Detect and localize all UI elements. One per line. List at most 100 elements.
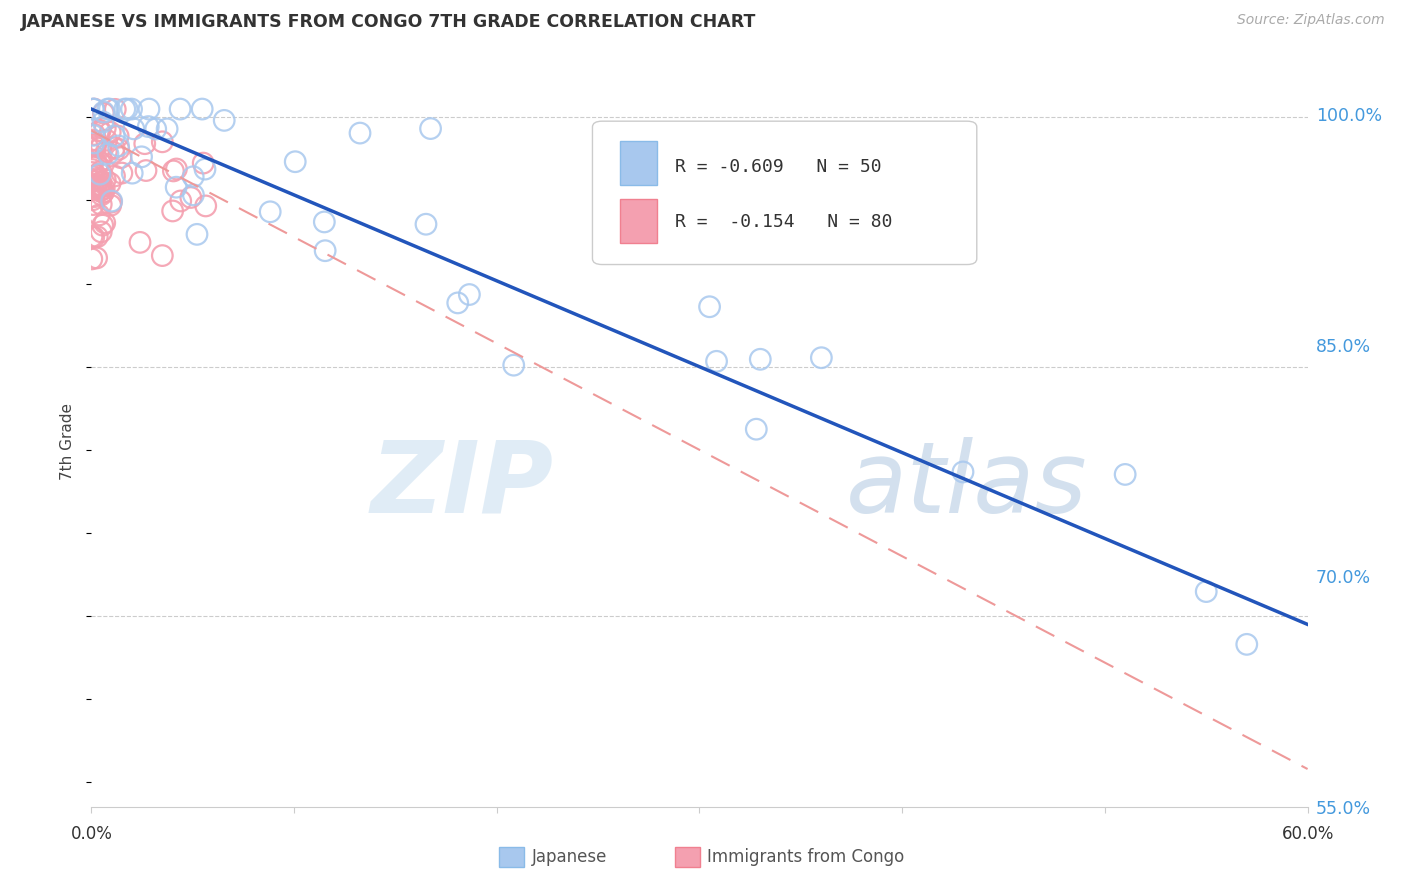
- Point: [121, 166, 143, 180]
- Point: [90, 175, 112, 189]
- Point: [83, 230, 105, 244]
- Point: [314, 215, 336, 229]
- Point: [91, 186, 114, 200]
- Point: [84, 182, 107, 196]
- Point: [82, 157, 104, 171]
- Text: 60.0%: 60.0%: [1281, 825, 1334, 843]
- Point: [183, 187, 205, 202]
- Point: [82, 165, 104, 179]
- Point: [98, 102, 121, 116]
- Point: [1114, 467, 1136, 482]
- Point: [84, 180, 107, 194]
- Point: [193, 156, 215, 170]
- Point: [82, 137, 104, 152]
- Point: [91, 218, 114, 232]
- Text: ZIP: ZIP: [371, 437, 554, 534]
- Point: [131, 150, 153, 164]
- Point: [194, 162, 217, 177]
- Point: [89, 208, 111, 222]
- Point: [165, 180, 187, 194]
- Point: [89, 184, 111, 198]
- Point: [89, 172, 111, 186]
- Point: [90, 179, 112, 194]
- Point: [1236, 637, 1258, 651]
- Point: [135, 163, 157, 178]
- Point: [502, 358, 524, 372]
- Point: [80, 174, 103, 188]
- Point: [83, 128, 105, 142]
- Point: [259, 204, 281, 219]
- Point: [90, 164, 112, 178]
- Point: [107, 139, 129, 153]
- Point: [810, 351, 832, 365]
- Point: [90, 187, 112, 202]
- Point: [94, 172, 117, 186]
- Point: [121, 102, 143, 116]
- Point: [110, 151, 132, 165]
- Point: [90, 183, 112, 197]
- Point: [82, 178, 104, 193]
- Point: [82, 153, 104, 168]
- Point: [706, 354, 728, 368]
- Point: [83, 136, 105, 150]
- Point: [96, 145, 118, 159]
- Point: [100, 195, 122, 210]
- Point: [122, 121, 145, 136]
- Text: 0.0%: 0.0%: [70, 825, 112, 843]
- Point: [108, 142, 131, 156]
- FancyBboxPatch shape: [592, 121, 977, 265]
- Point: [169, 102, 191, 116]
- Point: [90, 141, 112, 155]
- Point: [97, 102, 120, 116]
- Point: [86, 229, 108, 244]
- Point: [212, 113, 235, 128]
- Point: [314, 244, 336, 258]
- Point: [82, 102, 104, 116]
- Point: [115, 102, 138, 116]
- Point: [103, 128, 125, 143]
- Point: [103, 145, 125, 160]
- Point: [94, 121, 117, 136]
- Point: [749, 352, 772, 367]
- Text: atlas: atlas: [845, 437, 1087, 534]
- Point: [82, 102, 104, 116]
- Point: [104, 103, 127, 117]
- Point: [89, 167, 111, 181]
- Point: [82, 182, 104, 196]
- Point: [107, 129, 129, 144]
- Point: [80, 229, 103, 244]
- Point: [89, 124, 111, 138]
- Point: [186, 227, 208, 242]
- Point: [83, 102, 105, 116]
- Point: [284, 154, 307, 169]
- Point: [97, 146, 120, 161]
- Text: Immigrants from Congo: Immigrants from Congo: [707, 848, 904, 866]
- Point: [91, 115, 114, 129]
- Text: Source: ZipAtlas.com: Source: ZipAtlas.com: [1237, 13, 1385, 28]
- Point: [111, 166, 134, 180]
- Point: [96, 133, 118, 147]
- Text: R = -0.609   N = 50: R = -0.609 N = 50: [675, 158, 882, 176]
- Text: R =  -0.154   N = 80: R = -0.154 N = 80: [675, 213, 893, 231]
- Point: [89, 178, 111, 192]
- Point: [191, 102, 214, 116]
- Point: [150, 135, 173, 149]
- Point: [82, 193, 104, 207]
- Point: [87, 172, 110, 186]
- Point: [170, 194, 193, 208]
- Point: [150, 249, 173, 263]
- Point: [136, 120, 159, 134]
- Point: [93, 216, 115, 230]
- Point: [90, 225, 112, 239]
- Point: [145, 122, 167, 136]
- Point: [415, 217, 437, 231]
- Point: [87, 158, 110, 172]
- Point: [82, 197, 104, 211]
- Point: [80, 252, 103, 266]
- Point: [90, 138, 112, 153]
- Point: [165, 161, 187, 176]
- Point: [103, 169, 125, 183]
- Point: [447, 296, 470, 310]
- Point: [89, 154, 111, 169]
- Point: [100, 198, 122, 212]
